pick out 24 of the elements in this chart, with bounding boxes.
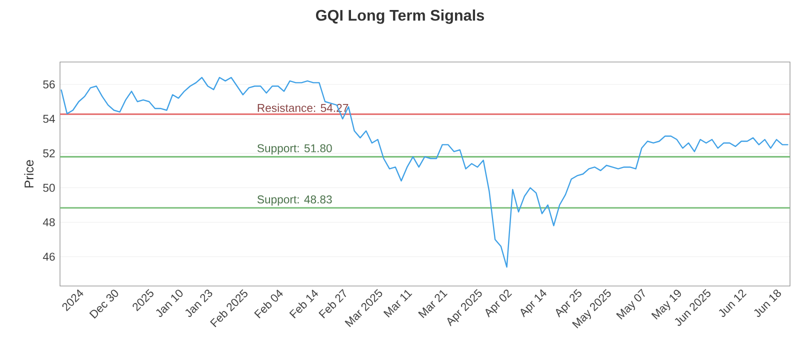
ref-line-label: Support: 48.83 (257, 195, 332, 206)
x-tick-label: Jun 18 (754, 290, 781, 317)
ref-line-label: Support: 51.80 (257, 144, 332, 154)
x-tick-label: Apr 14 (520, 289, 546, 318)
x-tick-label: Mar 11 (383, 290, 412, 318)
x-tick-label: Jun 12 (718, 290, 747, 317)
x-tick-label: Apr 25 (556, 289, 582, 318)
x-tick-label: Feb 27 (318, 288, 346, 318)
x-tick-label: Mar 21 (418, 290, 448, 318)
y-axis-title: Price (24, 160, 34, 188)
x-tick-label: Dec 30 (89, 290, 118, 319)
x-tick-label: Feb 04 (254, 290, 283, 318)
x-tick-label: Jan 10 (156, 290, 183, 317)
x-tick-label: Feb 14 (289, 290, 318, 318)
y-tick-label: 54 (43, 114, 55, 123)
y-tick-label: 50 (43, 184, 55, 192)
y-tick-label: 52 (43, 149, 55, 158)
y-tick-label: 46 (42, 252, 55, 261)
x-tick-label: Apr 02 (486, 290, 512, 318)
x-tick-label: Jan 23 (185, 290, 212, 317)
chart-title: GQI Long Term Signals (316, 9, 484, 24)
y-tick-label: 56 (43, 80, 55, 88)
y-tick-label: 48 (42, 218, 55, 226)
x-tick-label: May 07 (616, 288, 645, 320)
